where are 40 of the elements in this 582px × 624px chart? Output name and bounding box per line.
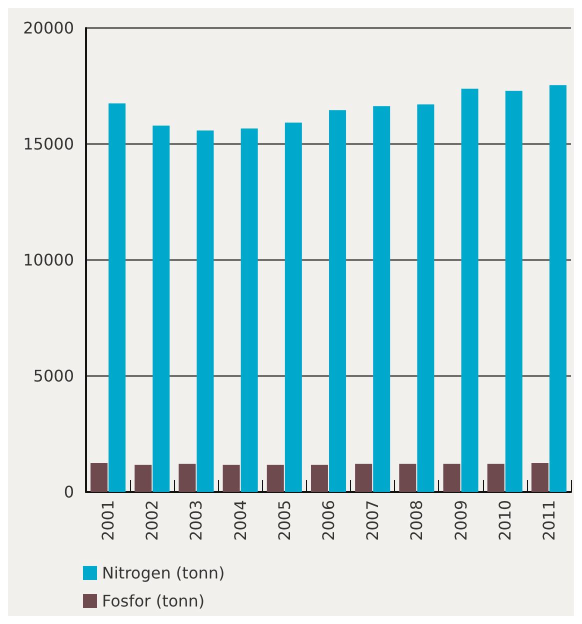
- bar: [310, 464, 328, 492]
- bar: [284, 122, 302, 492]
- y-tick-label: 10000: [23, 250, 74, 270]
- bar: [90, 463, 108, 492]
- bar: [152, 126, 170, 492]
- bar: [108, 103, 126, 492]
- legend-label: Nitrogen (tonn): [102, 564, 225, 582]
- x-tick-label: 2001: [98, 500, 118, 541]
- y-tick-label: 20000: [23, 18, 74, 38]
- bar: [196, 130, 214, 492]
- bar: [329, 110, 346, 492]
- bar: [461, 88, 478, 492]
- bar: [134, 464, 152, 492]
- bar: [487, 464, 504, 492]
- bar: [240, 128, 258, 492]
- x-tick-label: 2008: [407, 500, 426, 541]
- x-tick-label: 2004: [230, 500, 250, 541]
- y-tick-label: 0: [64, 482, 74, 502]
- bar: [355, 464, 372, 492]
- bar: [443, 464, 460, 492]
- bar: [417, 104, 434, 492]
- x-tick-label: 2007: [363, 500, 382, 541]
- bar: [505, 90, 522, 492]
- bar: [373, 106, 390, 492]
- legend-label: Fosfor (tonn): [102, 592, 205, 610]
- x-tick-label: 2011: [539, 500, 558, 541]
- x-tick-label: 2010: [495, 500, 514, 541]
- bar: [531, 463, 548, 492]
- bar: [549, 85, 566, 492]
- x-tick-label: 2002: [142, 500, 162, 541]
- bar: [266, 464, 284, 492]
- bar: [178, 464, 196, 492]
- bar: [222, 464, 240, 492]
- x-tick-label: 2009: [451, 500, 470, 541]
- x-tick-label: 2005: [274, 500, 294, 541]
- bar: [399, 464, 416, 492]
- y-tick-label: 5000: [33, 366, 74, 386]
- x-tick-label: 2006: [319, 500, 338, 541]
- y-tick-label: 15000: [23, 134, 74, 154]
- x-tick-label: 2003: [186, 500, 206, 541]
